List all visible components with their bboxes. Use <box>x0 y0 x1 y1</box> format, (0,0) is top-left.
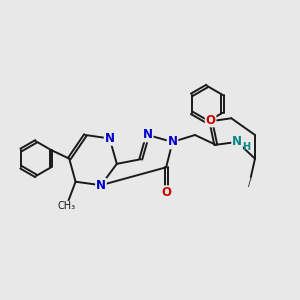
Text: N: N <box>105 132 115 145</box>
Text: N: N <box>96 179 106 192</box>
Text: O: O <box>206 113 216 127</box>
Text: /: / <box>248 178 251 188</box>
Text: N: N <box>143 128 153 142</box>
Text: O: O <box>161 186 171 199</box>
Text: N: N <box>232 135 242 148</box>
Text: N: N <box>167 135 178 148</box>
Text: H: H <box>242 142 250 152</box>
Text: CH₃: CH₃ <box>57 201 75 211</box>
